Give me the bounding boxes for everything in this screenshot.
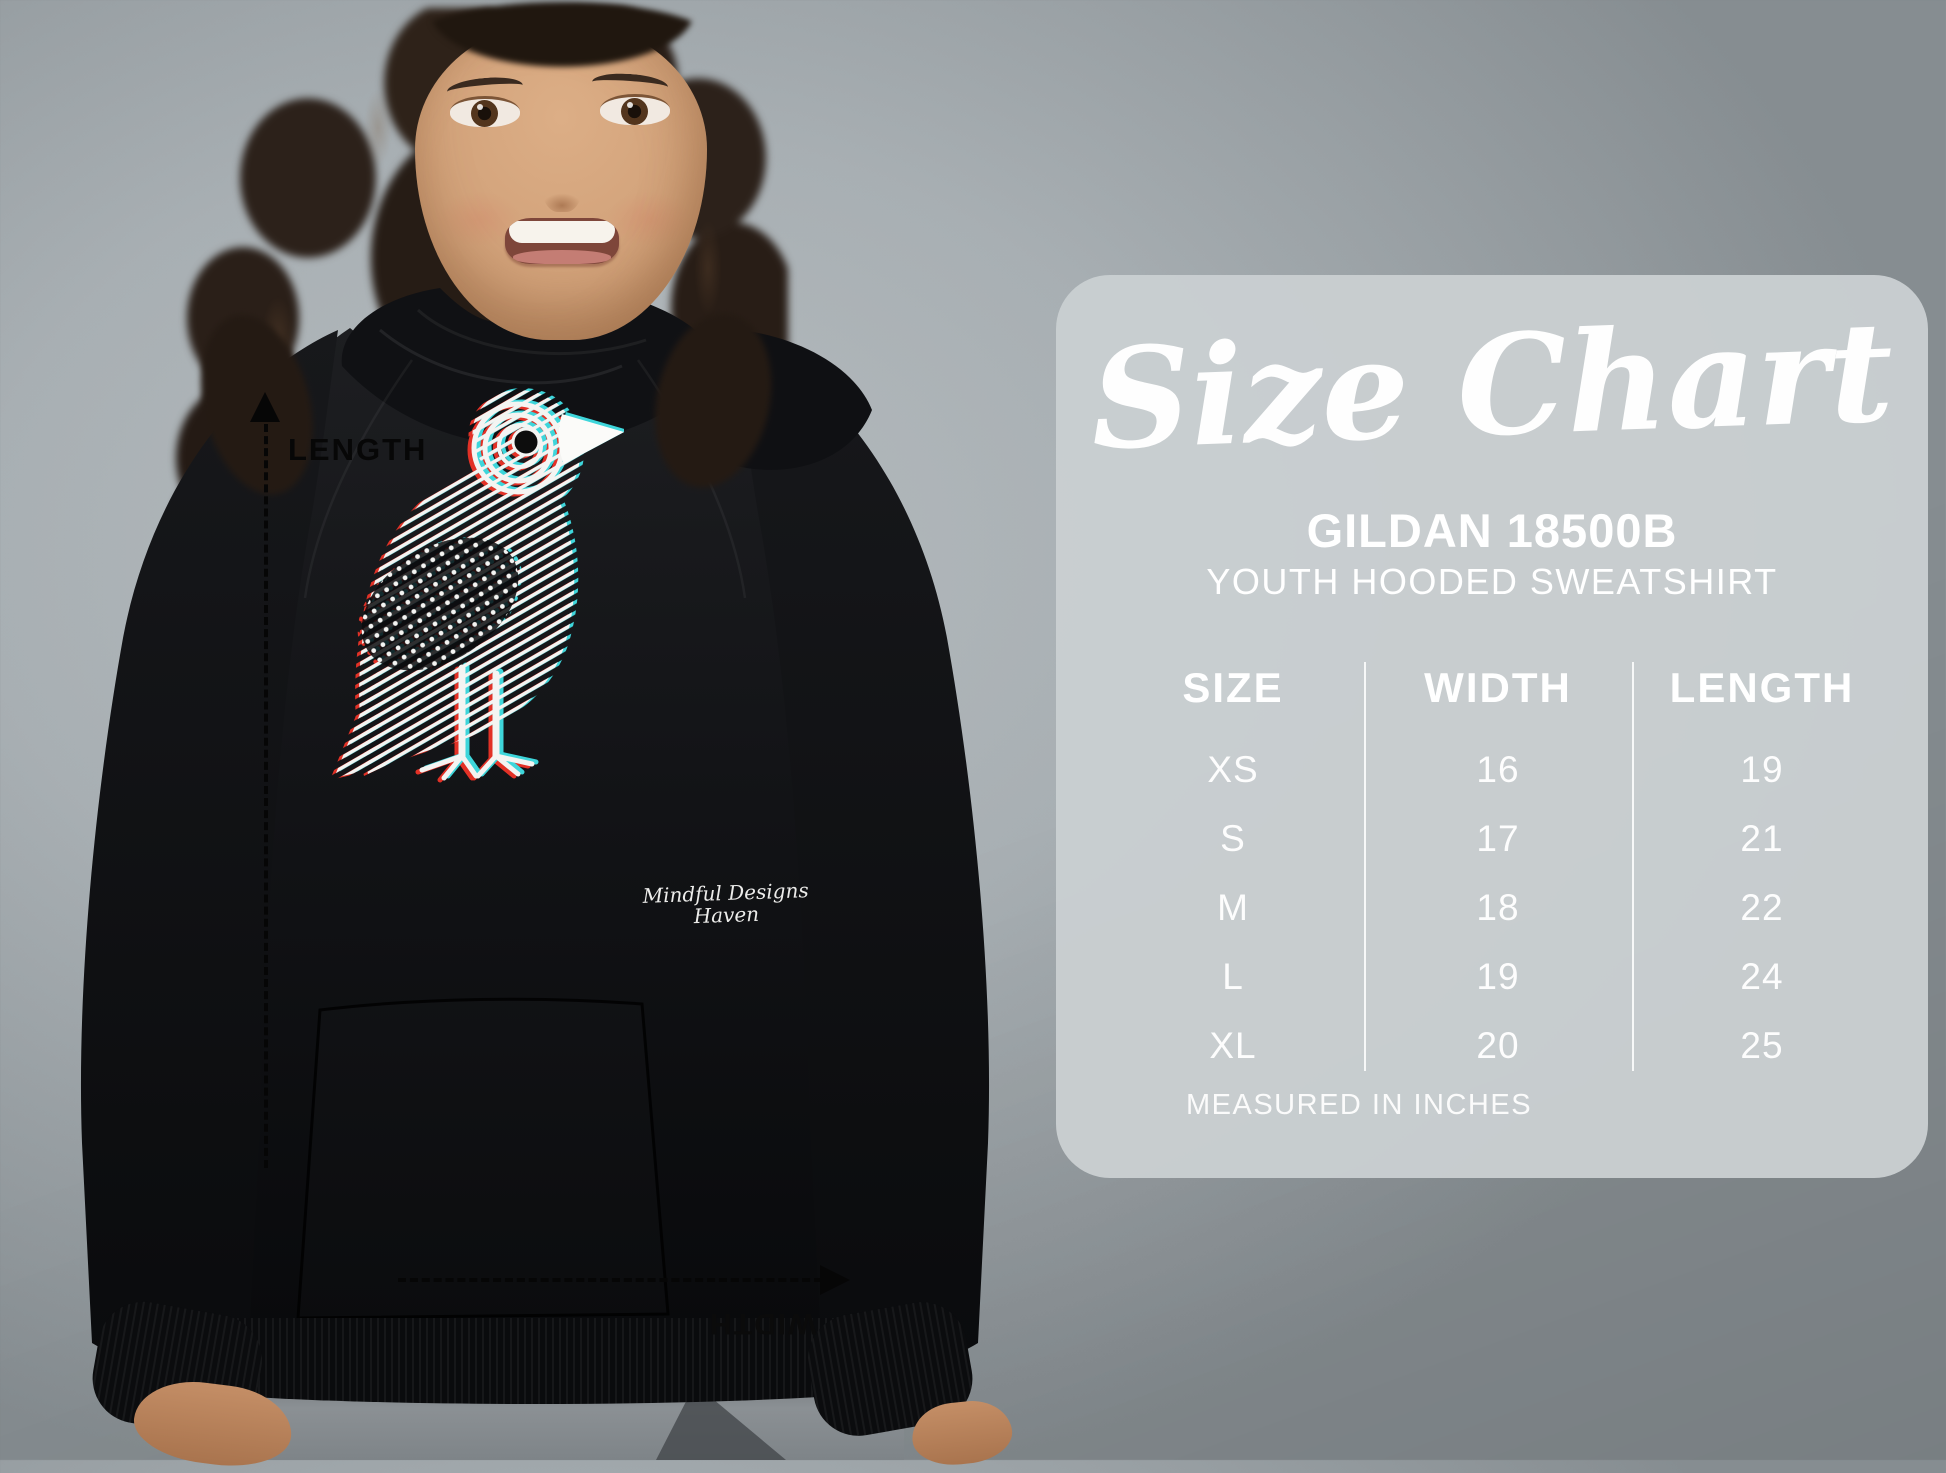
width-cell: 16 <box>1476 749 1520 790</box>
brand-signature: Mindful Designs Haven <box>635 878 816 929</box>
width-annotation-label: WIDTH <box>708 1307 817 1340</box>
width-dashed-line <box>398 1278 822 1282</box>
length-cell: 21 <box>1740 818 1784 859</box>
column-header-width: WIDTH <box>1424 664 1572 711</box>
size-chart-panel: Size Chart GILDAN 18500B YOUTH HOODED SW… <box>1056 275 1928 1178</box>
teeth <box>509 221 615 243</box>
left-eye <box>450 96 520 127</box>
product-type: YOUTH HOODED SWEATSHIRT <box>1206 561 1778 602</box>
product-code: GILDAN 18500B <box>1306 504 1678 557</box>
right-eye <box>600 94 670 125</box>
column-header-length: LENGTH <box>1669 664 1855 711</box>
size-cell: XS <box>1207 749 1259 790</box>
units-footnote: MEASURED IN INCHES <box>1186 1089 1533 1121</box>
length-arrowhead-icon <box>250 392 280 422</box>
size-cell: L <box>1222 956 1244 997</box>
length-cell: 22 <box>1740 887 1784 928</box>
cuff-right <box>807 1302 973 1436</box>
hoodie-left-sleeve <box>80 330 338 1368</box>
girl-hairline <box>402 2 722 94</box>
length-dashed-line <box>264 424 268 1168</box>
hoodie-torso <box>182 328 888 1388</box>
smiling-mouth <box>505 218 619 264</box>
left-iris <box>471 100 498 127</box>
width-cell: 18 <box>1476 887 1520 928</box>
size-cell: S <box>1220 818 1246 859</box>
lower-lip <box>513 250 611 264</box>
width-cell: 17 <box>1476 818 1520 859</box>
table-divider-1 <box>1364 662 1366 1071</box>
width-arrowhead-icon <box>820 1265 850 1295</box>
right-iris <box>621 98 648 125</box>
kangaroo-pocket <box>296 997 670 1320</box>
bird-graphic <box>330 388 624 784</box>
nose <box>540 130 584 212</box>
length-cell: 19 <box>1740 749 1784 790</box>
size-table: SIZE WIDTH LENGTH XS 16 19 S 17 21 M 18 22 L 19 24 XL 20… <box>1102 647 1892 1080</box>
length-annotation-label: LENGTH <box>288 432 428 467</box>
black-hoodie <box>80 284 990 1437</box>
width-cell: 19 <box>1476 956 1520 997</box>
column-header-size: SIZE <box>1182 664 1284 711</box>
size-cell: XL <box>1209 1025 1257 1066</box>
panel-title: Size Chart <box>1088 290 1896 481</box>
table-divider-2 <box>1632 662 1634 1071</box>
size-cell: M <box>1217 887 1249 928</box>
length-cell: 25 <box>1740 1025 1784 1066</box>
hoodie-right-sleeve <box>732 330 990 1368</box>
width-cell: 20 <box>1476 1025 1520 1066</box>
length-cell: 24 <box>1740 956 1784 997</box>
bird-white-layer <box>334 390 624 778</box>
